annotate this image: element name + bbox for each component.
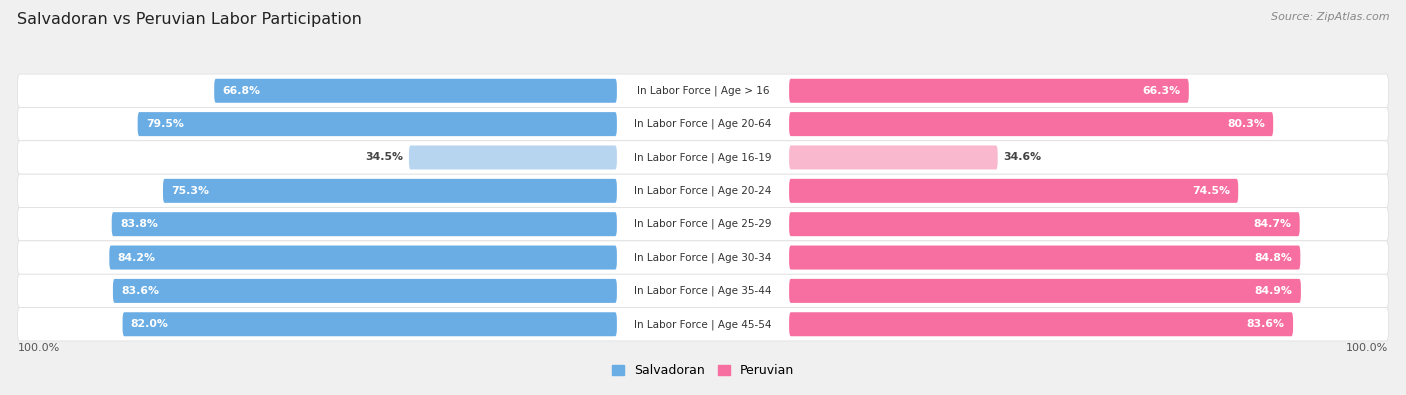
Text: 84.2%: 84.2% bbox=[118, 252, 156, 263]
Legend: Salvadoran, Peruvian: Salvadoran, Peruvian bbox=[612, 364, 794, 377]
FancyBboxPatch shape bbox=[163, 179, 617, 203]
Text: In Labor Force | Age 16-19: In Labor Force | Age 16-19 bbox=[634, 152, 772, 163]
Text: Salvadoran vs Peruvian Labor Participation: Salvadoran vs Peruvian Labor Participati… bbox=[17, 12, 361, 27]
FancyBboxPatch shape bbox=[17, 141, 1389, 174]
FancyBboxPatch shape bbox=[789, 246, 1301, 269]
FancyBboxPatch shape bbox=[17, 74, 1389, 107]
FancyBboxPatch shape bbox=[789, 145, 998, 169]
Text: 100.0%: 100.0% bbox=[17, 342, 59, 353]
FancyBboxPatch shape bbox=[138, 112, 617, 136]
Text: 34.6%: 34.6% bbox=[1004, 152, 1042, 162]
Text: In Labor Force | Age 20-24: In Labor Force | Age 20-24 bbox=[634, 186, 772, 196]
Text: In Labor Force | Age 30-34: In Labor Force | Age 30-34 bbox=[634, 252, 772, 263]
Text: Source: ZipAtlas.com: Source: ZipAtlas.com bbox=[1271, 12, 1389, 22]
FancyBboxPatch shape bbox=[110, 246, 617, 269]
Text: 66.8%: 66.8% bbox=[222, 86, 260, 96]
FancyBboxPatch shape bbox=[789, 179, 1239, 203]
Text: 66.3%: 66.3% bbox=[1143, 86, 1181, 96]
Text: 79.5%: 79.5% bbox=[146, 119, 184, 129]
Text: 100.0%: 100.0% bbox=[1347, 342, 1389, 353]
FancyBboxPatch shape bbox=[789, 79, 1189, 103]
Text: 82.0%: 82.0% bbox=[131, 319, 169, 329]
FancyBboxPatch shape bbox=[112, 279, 617, 303]
FancyBboxPatch shape bbox=[17, 308, 1389, 341]
Text: In Labor Force | Age 35-44: In Labor Force | Age 35-44 bbox=[634, 286, 772, 296]
FancyBboxPatch shape bbox=[17, 107, 1389, 141]
Text: 34.5%: 34.5% bbox=[366, 152, 404, 162]
Text: In Labor Force | Age 45-54: In Labor Force | Age 45-54 bbox=[634, 319, 772, 329]
FancyBboxPatch shape bbox=[789, 112, 1274, 136]
Text: 84.9%: 84.9% bbox=[1254, 286, 1292, 296]
FancyBboxPatch shape bbox=[214, 79, 617, 103]
FancyBboxPatch shape bbox=[17, 207, 1389, 241]
Text: In Labor Force | Age 25-29: In Labor Force | Age 25-29 bbox=[634, 219, 772, 229]
Text: 84.7%: 84.7% bbox=[1253, 219, 1292, 229]
FancyBboxPatch shape bbox=[17, 274, 1389, 308]
Text: 83.8%: 83.8% bbox=[120, 219, 157, 229]
Text: 83.6%: 83.6% bbox=[121, 286, 159, 296]
FancyBboxPatch shape bbox=[409, 145, 617, 169]
Text: 74.5%: 74.5% bbox=[1192, 186, 1230, 196]
FancyBboxPatch shape bbox=[789, 279, 1301, 303]
FancyBboxPatch shape bbox=[17, 241, 1389, 274]
FancyBboxPatch shape bbox=[789, 312, 1294, 336]
Text: 83.6%: 83.6% bbox=[1247, 319, 1285, 329]
Text: 80.3%: 80.3% bbox=[1227, 119, 1265, 129]
Text: In Labor Force | Age > 16: In Labor Force | Age > 16 bbox=[637, 85, 769, 96]
FancyBboxPatch shape bbox=[17, 174, 1389, 207]
Text: 75.3%: 75.3% bbox=[172, 186, 209, 196]
FancyBboxPatch shape bbox=[111, 212, 617, 236]
Text: In Labor Force | Age 20-64: In Labor Force | Age 20-64 bbox=[634, 119, 772, 130]
FancyBboxPatch shape bbox=[122, 312, 617, 336]
FancyBboxPatch shape bbox=[789, 212, 1299, 236]
Text: 84.8%: 84.8% bbox=[1254, 252, 1292, 263]
